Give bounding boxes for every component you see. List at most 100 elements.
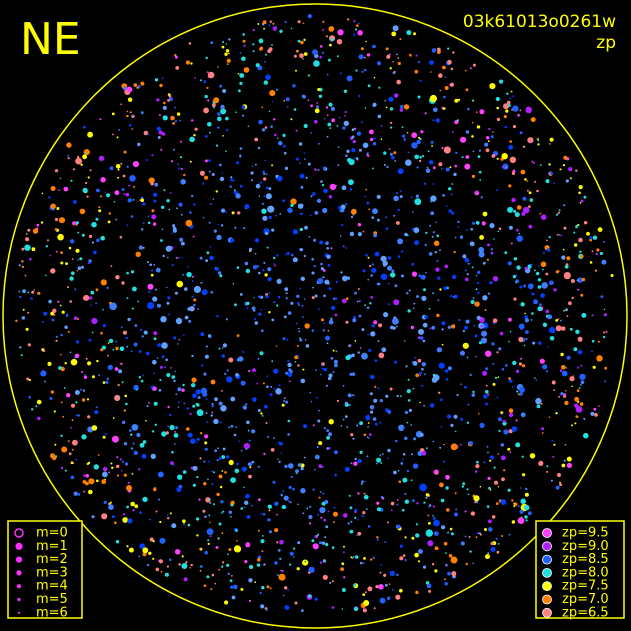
star bbox=[221, 45, 225, 49]
star bbox=[284, 287, 289, 291]
star bbox=[489, 281, 493, 285]
star bbox=[72, 221, 77, 226]
star bbox=[314, 211, 319, 215]
star bbox=[401, 274, 404, 278]
star bbox=[439, 249, 441, 252]
star bbox=[467, 403, 470, 406]
star bbox=[236, 266, 240, 269]
star bbox=[137, 142, 141, 147]
star bbox=[216, 492, 220, 497]
star bbox=[397, 238, 404, 245]
star bbox=[73, 200, 77, 204]
star bbox=[40, 221, 44, 224]
star bbox=[377, 387, 380, 390]
star bbox=[240, 380, 246, 386]
star bbox=[445, 377, 449, 381]
star bbox=[132, 509, 135, 512]
star bbox=[208, 460, 211, 463]
star bbox=[96, 238, 100, 243]
star bbox=[555, 485, 560, 490]
star bbox=[261, 208, 267, 214]
star bbox=[402, 453, 406, 456]
star bbox=[139, 328, 143, 332]
star bbox=[400, 250, 404, 253]
star bbox=[302, 368, 305, 371]
star bbox=[423, 501, 426, 504]
star bbox=[322, 574, 328, 580]
star bbox=[496, 106, 500, 110]
star bbox=[338, 116, 341, 119]
star bbox=[317, 278, 324, 284]
star bbox=[185, 219, 193, 227]
star bbox=[325, 241, 329, 245]
star bbox=[179, 119, 182, 122]
star bbox=[503, 103, 509, 110]
star bbox=[373, 320, 378, 325]
star bbox=[111, 112, 115, 116]
star bbox=[377, 282, 381, 286]
star bbox=[164, 572, 169, 577]
star bbox=[330, 247, 333, 250]
legend-marker bbox=[542, 581, 552, 592]
star bbox=[300, 276, 305, 281]
star bbox=[142, 440, 147, 444]
star bbox=[100, 177, 106, 183]
star bbox=[29, 257, 32, 261]
star bbox=[369, 264, 372, 268]
star bbox=[241, 105, 246, 110]
star bbox=[191, 308, 194, 311]
star bbox=[299, 337, 301, 339]
star bbox=[408, 408, 412, 412]
star bbox=[546, 248, 551, 252]
star bbox=[487, 552, 490, 555]
star bbox=[193, 298, 197, 302]
star bbox=[317, 419, 321, 423]
star bbox=[490, 455, 494, 460]
star bbox=[455, 508, 458, 511]
star bbox=[516, 205, 522, 210]
star bbox=[171, 264, 174, 267]
star bbox=[77, 318, 80, 320]
star bbox=[356, 300, 359, 303]
star bbox=[65, 314, 69, 317]
legend-label: zp=6.5 bbox=[562, 605, 609, 620]
star bbox=[91, 515, 95, 519]
star bbox=[454, 430, 457, 433]
star bbox=[452, 274, 457, 280]
star bbox=[192, 393, 197, 399]
star bbox=[45, 245, 48, 248]
star bbox=[297, 327, 300, 330]
star bbox=[140, 198, 144, 202]
star bbox=[95, 406, 98, 409]
star bbox=[295, 469, 299, 473]
star bbox=[113, 201, 116, 203]
star bbox=[21, 260, 24, 263]
star bbox=[297, 301, 300, 305]
star bbox=[85, 357, 88, 360]
star bbox=[159, 83, 163, 88]
star bbox=[380, 138, 383, 140]
star bbox=[252, 265, 258, 270]
star bbox=[483, 394, 488, 399]
star bbox=[365, 253, 368, 257]
star bbox=[265, 173, 268, 175]
star bbox=[512, 274, 517, 279]
star bbox=[498, 227, 502, 231]
star bbox=[520, 357, 523, 360]
star bbox=[417, 549, 423, 554]
star bbox=[390, 501, 395, 506]
star bbox=[380, 273, 388, 280]
legend-marker bbox=[16, 584, 22, 589]
star bbox=[520, 169, 526, 175]
star bbox=[199, 432, 203, 435]
star bbox=[518, 362, 523, 366]
star bbox=[488, 486, 491, 490]
star bbox=[257, 409, 261, 412]
star bbox=[231, 595, 236, 600]
star bbox=[202, 509, 206, 513]
star bbox=[207, 99, 210, 102]
star bbox=[525, 487, 528, 491]
star bbox=[558, 233, 561, 237]
star bbox=[211, 411, 214, 414]
star bbox=[563, 459, 566, 462]
